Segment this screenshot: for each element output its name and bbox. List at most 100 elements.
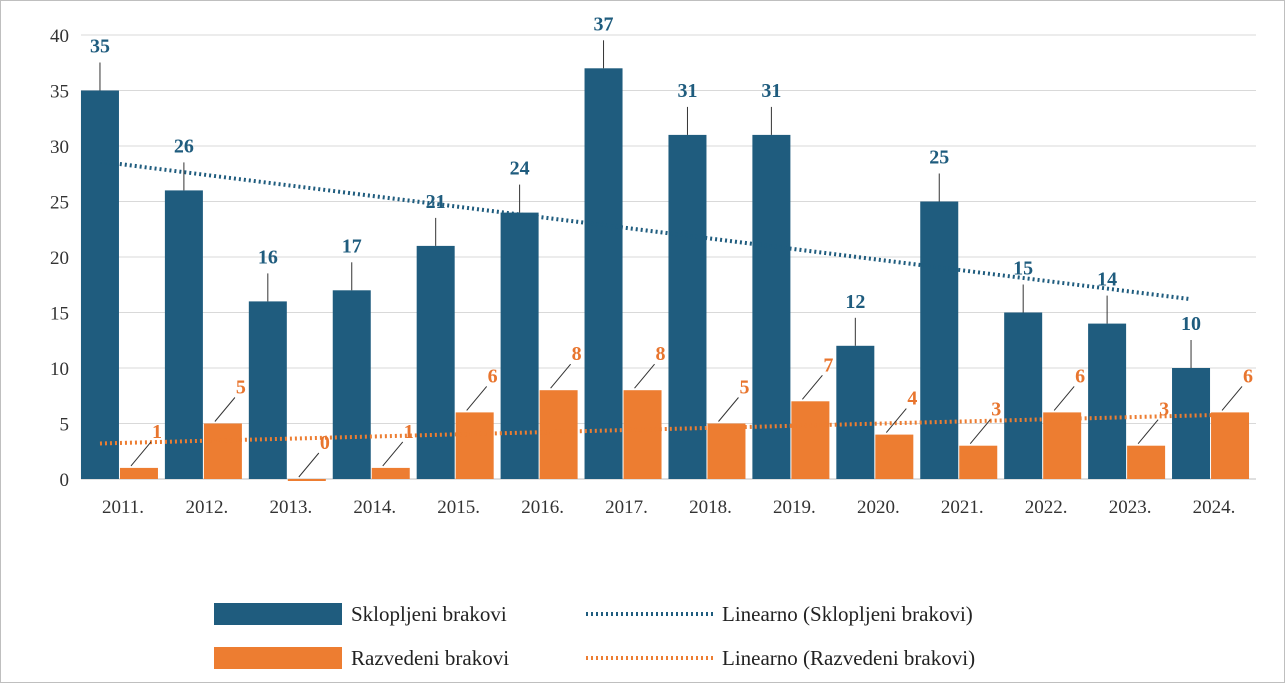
bar-razvedeni <box>1127 445 1166 479</box>
bar-sklopljeni <box>752 134 791 479</box>
data-label-sklopljeni: 31 <box>677 80 697 102</box>
x-tick-label: 2016. <box>521 497 564 518</box>
bar-razvedeni <box>455 412 494 479</box>
leader-line <box>1137 419 1159 445</box>
x-tick-label: 2024. <box>1193 497 1236 518</box>
y-tick-label: 0 <box>60 470 70 491</box>
bar-sklopljeni <box>416 245 455 479</box>
leader-line <box>214 397 236 422</box>
bar-razvedeni <box>1043 412 1082 479</box>
data-label-razvedeni: 1 <box>404 421 414 443</box>
legend-label-sklopljeni: Sklopljeni brakovi <box>351 602 507 626</box>
data-label-razvedeni: 3 <box>1159 399 1169 421</box>
data-label-razvedeni: 0 <box>320 432 330 454</box>
y-tick-label: 25 <box>50 193 69 214</box>
data-label-razvedeni: 3 <box>991 399 1001 421</box>
leader-line <box>802 374 823 400</box>
x-tick-label: 2011. <box>102 497 144 518</box>
bars <box>80 68 1250 481</box>
leader-line <box>382 441 404 467</box>
data-label-sklopljeni: 17 <box>342 235 362 257</box>
bar-razvedeni <box>1211 412 1250 479</box>
legend-swatch-razvedeni <box>214 647 342 669</box>
bar-sklopljeni <box>332 290 371 479</box>
leader-line <box>1221 386 1243 411</box>
data-label-sklopljeni: 26 <box>174 135 194 157</box>
x-tick-label: 2013. <box>269 497 312 518</box>
bar-razvedeni <box>287 479 326 481</box>
bar-sklopljeni <box>248 301 287 479</box>
trendlines <box>99 159 1231 446</box>
y-axis-ticks: 0 5 10 15 20 25 30 35 40 <box>50 26 69 491</box>
bar-sklopljeni <box>1172 368 1211 479</box>
data-label-sklopljeni: 14 <box>1097 269 1117 291</box>
x-tick-label: 2022. <box>1025 497 1068 518</box>
bar-razvedeni <box>623 390 662 479</box>
bar-razvedeni <box>707 423 746 479</box>
leader-line <box>634 363 655 389</box>
x-tick-label: 2019. <box>773 497 816 518</box>
bar-sklopljeni <box>584 68 623 480</box>
x-tick-label: 2015. <box>437 497 480 518</box>
y-tick-label: 10 <box>50 359 69 380</box>
bar-razvedeni <box>371 467 410 479</box>
data-label-razvedeni: 6 <box>1075 365 1085 387</box>
bar-razvedeni <box>119 467 158 479</box>
leader-line <box>298 452 320 478</box>
y-tick-label: 40 <box>50 26 69 47</box>
legend-label-linearno-sklopljeni: Linearno (Sklopljeni brakovi) <box>722 602 973 626</box>
x-tick-label: 2017. <box>605 497 648 518</box>
data-label-sklopljeni: 31 <box>761 80 781 102</box>
data-label-razvedeni: 6 <box>1243 365 1253 387</box>
data-label-sklopljeni: 12 <box>845 291 865 313</box>
leader-line <box>550 363 571 389</box>
x-tick-label: 2012. <box>186 497 229 518</box>
legend-swatch-sklopljeni <box>214 603 342 625</box>
data-label-razvedeni: 5 <box>739 377 749 399</box>
data-label-razvedeni: 8 <box>572 343 582 365</box>
data-label-sklopljeni: 25 <box>929 147 949 169</box>
legend: Sklopljeni brakovi Linearno (Sklopljeni … <box>214 602 975 670</box>
bar-sklopljeni <box>1088 323 1127 479</box>
x-tick-label: 2018. <box>689 497 732 518</box>
leader-line <box>969 419 991 445</box>
data-label-sklopljeni: 37 <box>594 13 614 35</box>
bar-sklopljeni <box>80 90 119 479</box>
x-tick-label: 2021. <box>941 497 984 518</box>
trendline-razvedeni <box>99 412 1231 446</box>
data-label-sklopljeni: 10 <box>1181 313 1201 335</box>
bar-razvedeni <box>203 423 242 479</box>
y-tick-label: 35 <box>50 82 69 103</box>
x-tick-label: 2023. <box>1109 497 1152 518</box>
x-tick-label: 2020. <box>857 497 900 518</box>
y-tick-label: 5 <box>60 415 70 436</box>
data-label-razvedeni: 4 <box>907 388 917 410</box>
data-label-sklopljeni: 16 <box>258 246 278 268</box>
y-tick-label: 15 <box>50 304 69 325</box>
bar-sklopljeni <box>920 201 959 479</box>
data-label-razvedeni: 5 <box>236 377 246 399</box>
data-label-sklopljeni: 21 <box>426 191 446 213</box>
bar-sklopljeni <box>836 345 875 479</box>
bar-sklopljeni <box>500 212 539 479</box>
leader-line <box>885 408 907 433</box>
bar-razvedeni <box>791 401 830 479</box>
leader-line <box>1053 386 1075 411</box>
leader-line <box>466 386 488 411</box>
bar-razvedeni <box>875 434 914 479</box>
data-label-sklopljeni: 35 <box>90 36 110 58</box>
bar-razvedeni <box>539 390 578 479</box>
data-label-razvedeni: 7 <box>823 354 833 376</box>
data-labels: 3512651601712162483783153171242531561431… <box>90 13 1253 478</box>
bar-razvedeni <box>959 445 998 479</box>
data-label-razvedeni: 1 <box>152 421 162 443</box>
y-tick-label: 20 <box>50 248 69 269</box>
data-label-razvedeni: 6 <box>488 365 498 387</box>
data-label-razvedeni: 8 <box>656 343 666 365</box>
bar-sklopljeni <box>1004 312 1043 479</box>
legend-label-linearno-razvedeni: Linearno (Razvedeni brakovi) <box>722 646 975 670</box>
leader-line <box>718 397 739 422</box>
legend-label-razvedeni: Razvedeni brakovi <box>351 646 509 670</box>
